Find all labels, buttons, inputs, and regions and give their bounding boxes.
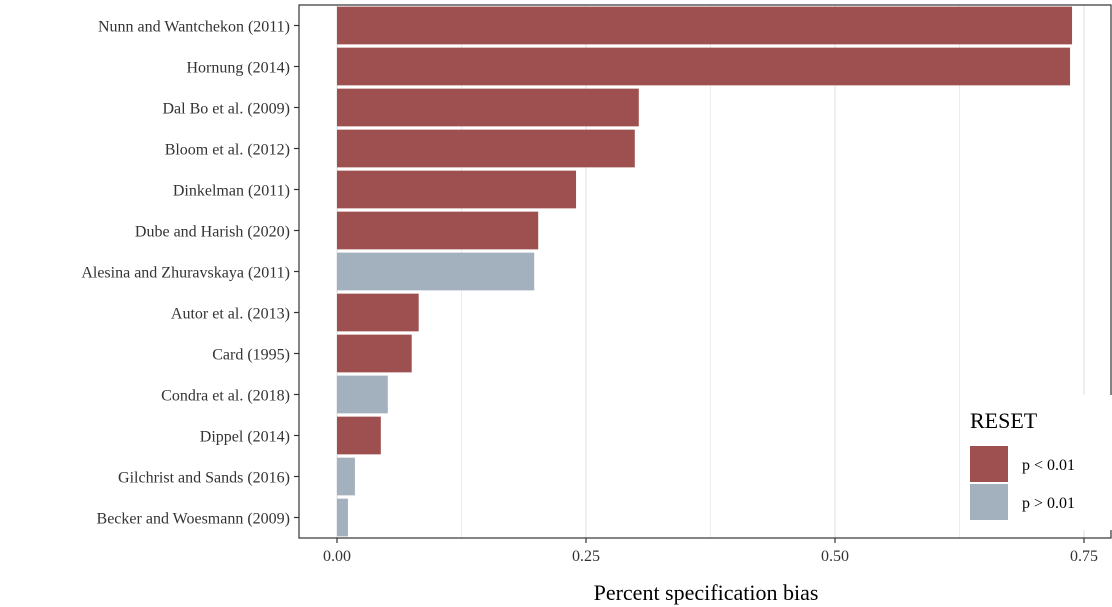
bar bbox=[337, 6, 1073, 45]
x-tick-label: 0.75 bbox=[1070, 548, 1098, 565]
legend: RESET p < 0.01 p > 0.01 bbox=[962, 395, 1112, 530]
y-tick-label: Hornung (2014) bbox=[186, 60, 290, 77]
bar bbox=[337, 211, 539, 250]
x-axis-title: Percent specification bias bbox=[594, 580, 819, 605]
y-tick-label: Alesina and Zhuravskaya (2011) bbox=[81, 265, 290, 282]
bar bbox=[337, 47, 1071, 86]
y-tick-label: Autor et al. (2013) bbox=[171, 306, 290, 323]
y-axis: Nunn and Wantchekon (2011) Hornung (2014)… bbox=[81, 19, 299, 528]
bar bbox=[337, 334, 412, 373]
x-axis: 0.00 0.25 0.50 0.75 bbox=[323, 538, 1098, 565]
legend-label: p < 0.01 bbox=[1022, 457, 1075, 474]
bar bbox=[337, 457, 355, 496]
bar bbox=[337, 170, 577, 209]
bar bbox=[337, 129, 635, 168]
y-tick-label: Nunn and Wantchekon (2011) bbox=[98, 19, 290, 36]
y-tick-label: Bloom et al. (2012) bbox=[165, 142, 290, 159]
legend-key bbox=[970, 446, 1008, 482]
x-tick-label: 0.50 bbox=[821, 548, 849, 565]
bar bbox=[337, 375, 388, 414]
legend-key bbox=[970, 484, 1008, 520]
bar bbox=[337, 293, 419, 332]
x-tick-label: 0.25 bbox=[572, 548, 600, 565]
y-tick-label: Dinkelman (2011) bbox=[173, 183, 290, 200]
y-tick-label: Dal Bo et al. (2009) bbox=[162, 101, 290, 118]
bars bbox=[337, 6, 1073, 537]
y-tick-label: Gilchrist and Sands (2016) bbox=[118, 470, 290, 487]
bar bbox=[337, 88, 639, 127]
x-tick-label: 0.00 bbox=[323, 548, 351, 565]
bar bbox=[337, 252, 535, 291]
legend-title: RESET bbox=[970, 408, 1038, 433]
y-tick-label: Dube and Harish (2020) bbox=[135, 224, 290, 241]
bar bbox=[337, 416, 381, 455]
y-tick-label: Condra et al. (2018) bbox=[161, 388, 290, 405]
y-tick-label: Dippel (2014) bbox=[200, 429, 290, 446]
bar bbox=[337, 498, 348, 537]
y-tick-label: Becker and Woesmann (2009) bbox=[97, 511, 290, 528]
legend-label: p > 0.01 bbox=[1022, 495, 1075, 512]
y-tick-label: Card (1995) bbox=[212, 347, 290, 364]
